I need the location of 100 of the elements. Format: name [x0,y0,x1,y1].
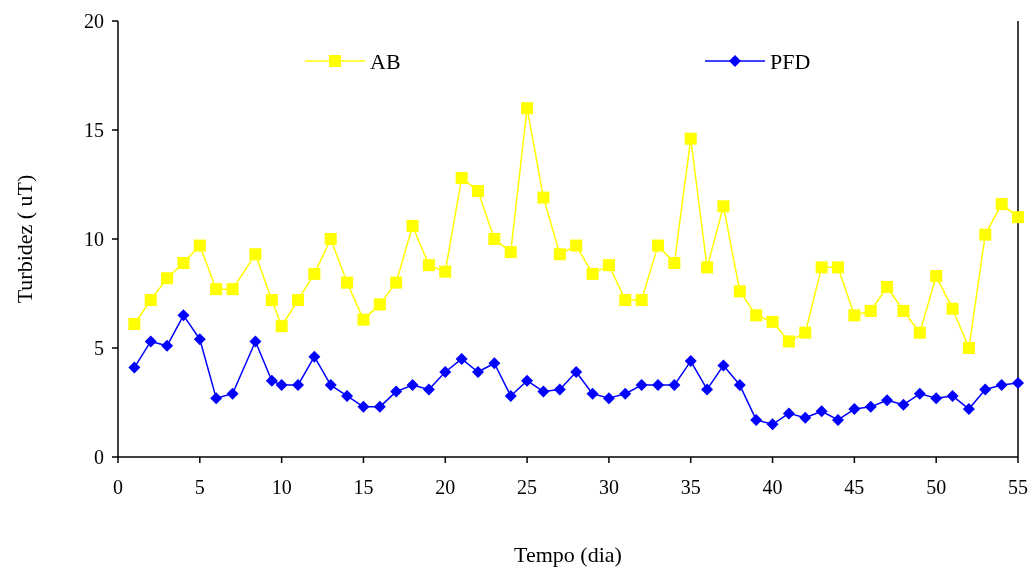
point [193,333,206,346]
x-tick-label: 45 [844,476,865,498]
point [668,379,681,392]
point [439,265,452,278]
point [799,326,812,339]
point [308,350,321,363]
x-tick-label: 35 [680,476,701,498]
point [930,270,943,283]
point [684,355,697,368]
legend-label: AB [370,48,401,74]
point [864,304,877,317]
point [701,261,714,274]
point [324,379,337,392]
point [177,256,190,269]
point [782,407,795,420]
point [292,379,304,392]
y-tick-label: 15 [84,119,104,141]
point [570,365,583,378]
point [635,379,648,392]
point [504,246,517,259]
point [373,298,386,311]
point [995,198,1008,211]
y-tick-label: 0 [94,446,104,468]
point [946,302,959,315]
x-tick-label: 0 [113,476,123,498]
point [521,102,534,115]
point [292,294,304,307]
point [799,411,812,424]
y-axis-title: Turbidez ( uT) [12,174,37,304]
y-tick-label: 20 [84,10,104,32]
point [717,359,730,372]
point [962,342,975,354]
point [488,233,501,245]
point [652,239,664,252]
point [341,389,354,402]
x-tick-label: 40 [762,476,783,498]
legend-label: PFD [770,48,811,74]
point [586,387,599,400]
point [504,389,517,402]
point [406,219,419,232]
point [602,259,615,272]
point [946,389,959,402]
point [881,394,894,407]
point [324,233,337,245]
point [832,413,844,426]
x-tick-label: 25 [517,476,538,498]
point [439,365,452,378]
point [249,335,262,348]
point [265,294,278,307]
point [733,285,746,298]
x-tick-label: 15 [353,476,374,498]
point [570,239,583,252]
point [226,283,239,296]
point [750,309,763,322]
point [979,383,992,396]
x-tick-label: 50 [926,476,947,498]
point [537,191,550,204]
point [848,309,861,322]
x-tick-label: 5 [194,476,205,498]
point [488,357,501,370]
y-tick-label: 10 [84,228,104,250]
point [472,185,484,198]
point [422,383,435,396]
point [144,294,157,307]
point [766,418,779,431]
point [848,403,861,416]
point [979,228,992,241]
point [249,248,262,261]
point [553,383,566,396]
x-tick-label: 10 [271,476,292,498]
y-tick-label: 5 [94,337,104,359]
point [930,392,943,405]
point [128,361,141,374]
point [455,352,468,365]
point [144,335,157,348]
point [553,248,566,261]
point [210,392,223,405]
point [406,379,419,392]
point [265,374,278,387]
point [684,132,697,145]
point [422,259,435,272]
point [357,400,370,413]
point [308,267,321,280]
point [390,385,403,398]
point [619,387,632,400]
point [701,383,714,396]
x-tick-label: 30 [598,476,619,498]
point [275,379,288,392]
point [897,398,910,411]
point [881,280,894,293]
point [717,200,730,213]
point [897,304,910,317]
point [1012,376,1024,389]
point [602,392,615,405]
point [161,339,174,352]
point [210,283,223,296]
point [733,379,746,392]
point [341,276,354,289]
point [161,272,174,285]
point [193,239,206,252]
